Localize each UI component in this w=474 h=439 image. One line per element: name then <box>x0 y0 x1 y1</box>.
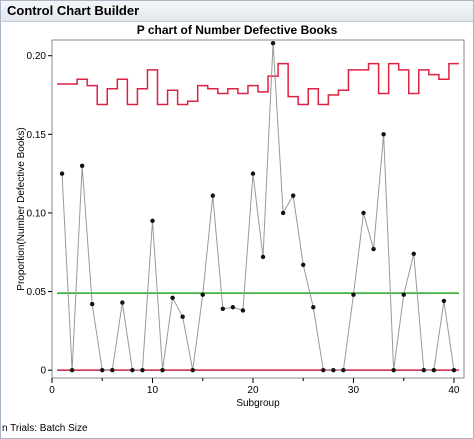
chart-title: P chart of Number Defective Books <box>136 23 338 37</box>
data-point <box>381 132 386 137</box>
data-point <box>421 367 427 373</box>
data-point <box>431 367 437 373</box>
data-point <box>371 246 376 252</box>
data-point <box>391 367 396 373</box>
x-axis-label: Subgroup <box>236 398 280 409</box>
x-axis: 0 10 20 30 40 <box>49 378 460 396</box>
data-point <box>341 367 346 373</box>
x-tick-label: 10 <box>147 385 159 396</box>
footer-note: n Trials: Batch Size <box>2 423 88 434</box>
window-title: Control Chart Builder <box>7 3 140 18</box>
x-tick-label: 20 <box>247 385 259 396</box>
data-point <box>290 193 296 198</box>
data-point <box>361 210 366 216</box>
data-point <box>250 171 256 176</box>
data-point <box>311 305 316 310</box>
data-point <box>240 308 246 313</box>
plot-frame <box>51 39 465 379</box>
data-point <box>69 367 75 373</box>
data-point <box>59 171 65 176</box>
data-point <box>321 367 326 373</box>
data-point <box>401 292 406 297</box>
data-point <box>120 300 125 305</box>
data-point <box>100 367 105 373</box>
data-point <box>160 367 165 373</box>
data-point <box>270 40 276 46</box>
data-point <box>220 306 226 312</box>
data-point <box>89 301 95 307</box>
y-axis-label: Proportion(Number Defective Books) <box>16 127 27 290</box>
proportion-series-line <box>61 43 455 371</box>
data-point <box>331 367 336 373</box>
data-point <box>301 262 306 268</box>
y-tick-label: 0.05 <box>27 287 47 298</box>
data-point <box>230 305 236 310</box>
data-point <box>441 298 447 304</box>
data-point <box>170 295 175 301</box>
data-point <box>351 292 356 297</box>
data-point <box>200 292 205 297</box>
data-point <box>150 218 155 223</box>
data-point <box>190 367 195 373</box>
data-point <box>451 367 457 373</box>
x-tick-label: 0 <box>49 385 55 396</box>
y-tick-label: 0 <box>40 366 46 377</box>
upper-control-limit-line <box>57 62 459 106</box>
data-point <box>280 210 286 216</box>
data-point <box>79 163 85 168</box>
y-tick-label: 0.15 <box>27 130 47 141</box>
y-tick-label: 0.20 <box>27 51 47 62</box>
y-axis: 0 0.05 0.10 0.15 0.20 <box>27 51 52 377</box>
y-tick-label: 0.10 <box>27 208 47 219</box>
data-point <box>180 314 185 319</box>
window-titlebar: Control Chart Builder <box>1 1 473 22</box>
data-point <box>260 254 266 260</box>
data-points <box>59 40 457 373</box>
data-point <box>140 367 145 373</box>
x-tick-label: 30 <box>348 385 360 396</box>
data-point <box>411 251 416 257</box>
data-point <box>130 367 135 373</box>
data-point <box>210 193 215 198</box>
x-tick-label: 40 <box>448 385 460 396</box>
data-point <box>110 367 115 373</box>
